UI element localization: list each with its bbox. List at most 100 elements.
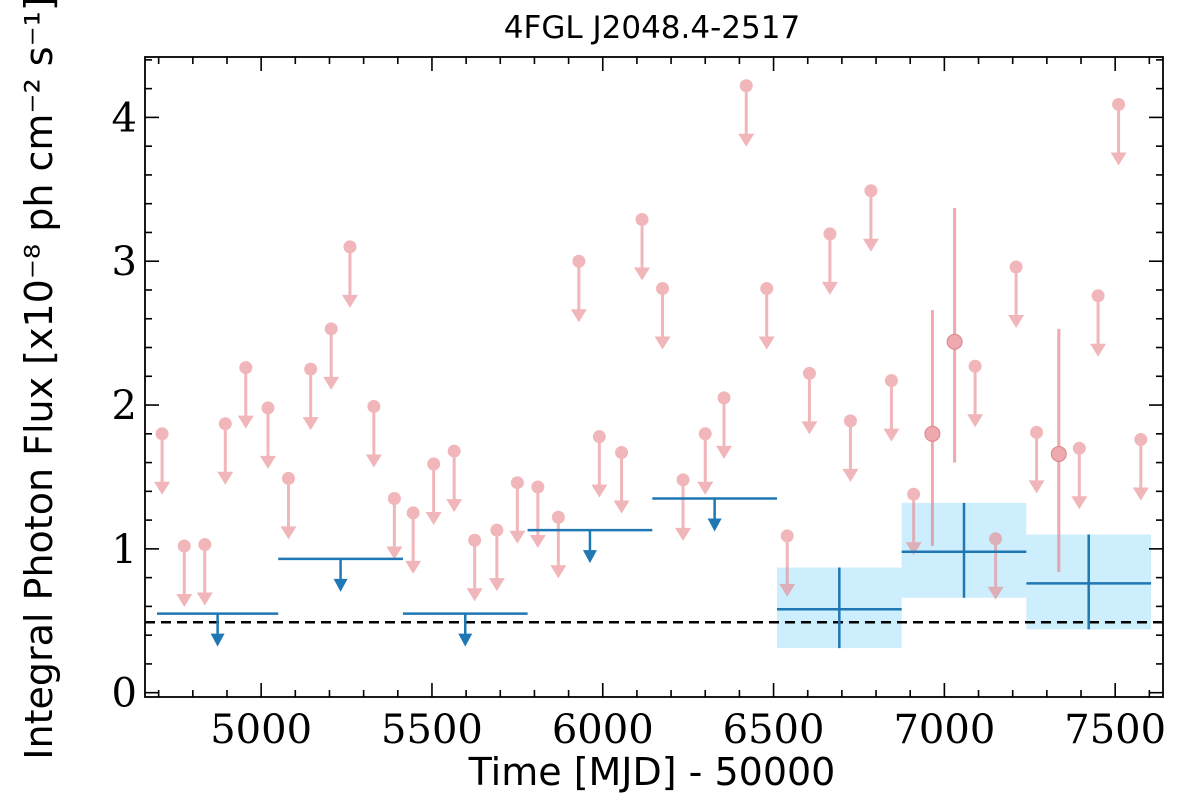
upper-limit-arrow-head [862,238,879,252]
upper-limit-point [1071,441,1088,510]
upper-limit-marker [739,79,753,93]
upper-limit-arrow-head [697,481,714,495]
y-tick-label: 4 [112,95,137,141]
x-tick-label: 7000 [893,707,995,753]
upper-limit-arrow-head [967,414,984,428]
upper-limit-point [529,480,546,549]
upper-limit-point [1132,433,1149,501]
upper-limit-marker [531,480,545,494]
upper-limit-point [758,282,775,350]
coarse-upper-limit-arrow-head [707,518,722,532]
upper-limit-arrow-head [365,454,382,468]
detection-marker [1050,445,1067,462]
upper-limit-point [821,227,838,295]
upper-limit-marker [406,506,420,520]
axes-layer: 5000 5500 6000 6500 7000 7500 0 1 2 3 4 [112,56,1166,753]
upper-limit-marker [177,539,191,553]
upper-limit-arrow-head [1071,496,1088,510]
upper-limit-point [341,240,358,308]
coarse-bin-layer [156,497,1152,649]
upper-limit-marker [1134,433,1148,447]
upper-limit-point [883,374,900,442]
upper-limit-point [634,213,651,281]
coarse-detection [776,567,902,649]
upper-limit-arrow-head [341,294,358,308]
upper-limit-arrow-head [196,592,213,606]
upper-limit-marker [239,361,253,375]
upper-limit-marker [968,359,982,373]
upper-limit-point [967,359,984,428]
upper-limit-marker [615,446,629,460]
upper-limit-point [570,254,587,323]
upper-limit-marker [572,254,586,268]
upper-limit-point [237,361,254,429]
upper-limit-arrow-head [466,588,483,602]
upper-limit-point [697,427,714,495]
upper-limit-arrow-head [217,471,234,485]
upper-limit-arrow-head [509,530,526,544]
upper-limit-marker [1091,289,1105,303]
upper-limit-point [779,529,796,597]
upper-limit-point [654,282,671,350]
upper-limit-marker [635,213,649,227]
upper-limit-point [154,427,171,495]
upper-limit-arrow-head [675,527,692,541]
upper-limit-point [425,457,442,526]
upper-limit-point [987,532,1004,600]
upper-limit-marker [592,430,606,444]
upper-limit-point [509,476,526,544]
chart-title: 4FGL J2048.4-2517 [504,10,800,46]
upper-limit-marker [907,487,921,501]
upper-limit-point [280,471,297,540]
upper-limit-arrow-head [176,593,193,607]
upper-limit-marker [304,362,318,376]
y-axis-label: Integral Photon Flux [x10⁻⁸ ph cm⁻² s⁻¹] [17,0,61,760]
upper-limit-arrow-head [821,281,838,295]
upper-limit-arrow-head [613,500,630,514]
upper-limit-point [613,446,630,514]
upper-limit-point [905,487,922,556]
upper-limit-arrow-head [550,565,567,579]
upper-limit-arrow-head [446,499,463,513]
upper-limit-arrow-head [280,526,297,540]
upper-limit-arrow-head [1132,487,1149,501]
upper-limit-marker [468,533,482,547]
upper-limit-arrow-head [654,336,671,350]
upper-limit-point [323,322,340,390]
x-tick-label: 6500 [723,707,825,753]
upper-limit-marker [155,427,169,441]
upper-limit-arrow-head [488,578,505,592]
upper-limit-point [1028,425,1045,494]
upper-limit-marker [367,399,381,413]
upper-limit-arrow-head [237,415,254,429]
upper-limit-marker [198,538,212,552]
upper-limit-marker [324,322,338,336]
upper-limit-arrow-head [386,546,403,560]
coarse-upper-limit-arrow-head [458,633,473,647]
upper-limit-point [550,510,567,579]
upper-limit-arrow-head [987,586,1004,600]
y-tick-label: 0 [112,671,137,717]
upper-limit-point [1008,260,1025,328]
upper-limit-arrow-head [529,535,546,549]
coarse-detection [901,502,1027,598]
upper-limit-marker [884,374,898,388]
detection-point [924,310,941,546]
detection-marker [946,333,963,350]
upper-limit-marker [1072,441,1086,455]
upper-limit-arrow-head [801,421,818,435]
upper-limit-point [217,417,234,485]
upper-limit-arrow-head [323,376,340,390]
upper-limit-arrow-head [716,445,733,459]
upper-limit-arrow-head [259,455,276,469]
upper-limit-marker [1030,425,1044,439]
upper-limit-marker [676,473,690,487]
upper-limit-arrow-head [758,336,775,350]
upper-limit-marker [281,471,295,485]
plot-frame [144,56,1164,698]
upper-limit-arrow-head [779,583,796,597]
upper-limit-arrow-head [738,133,755,147]
coarse-upper-limit [156,612,279,647]
